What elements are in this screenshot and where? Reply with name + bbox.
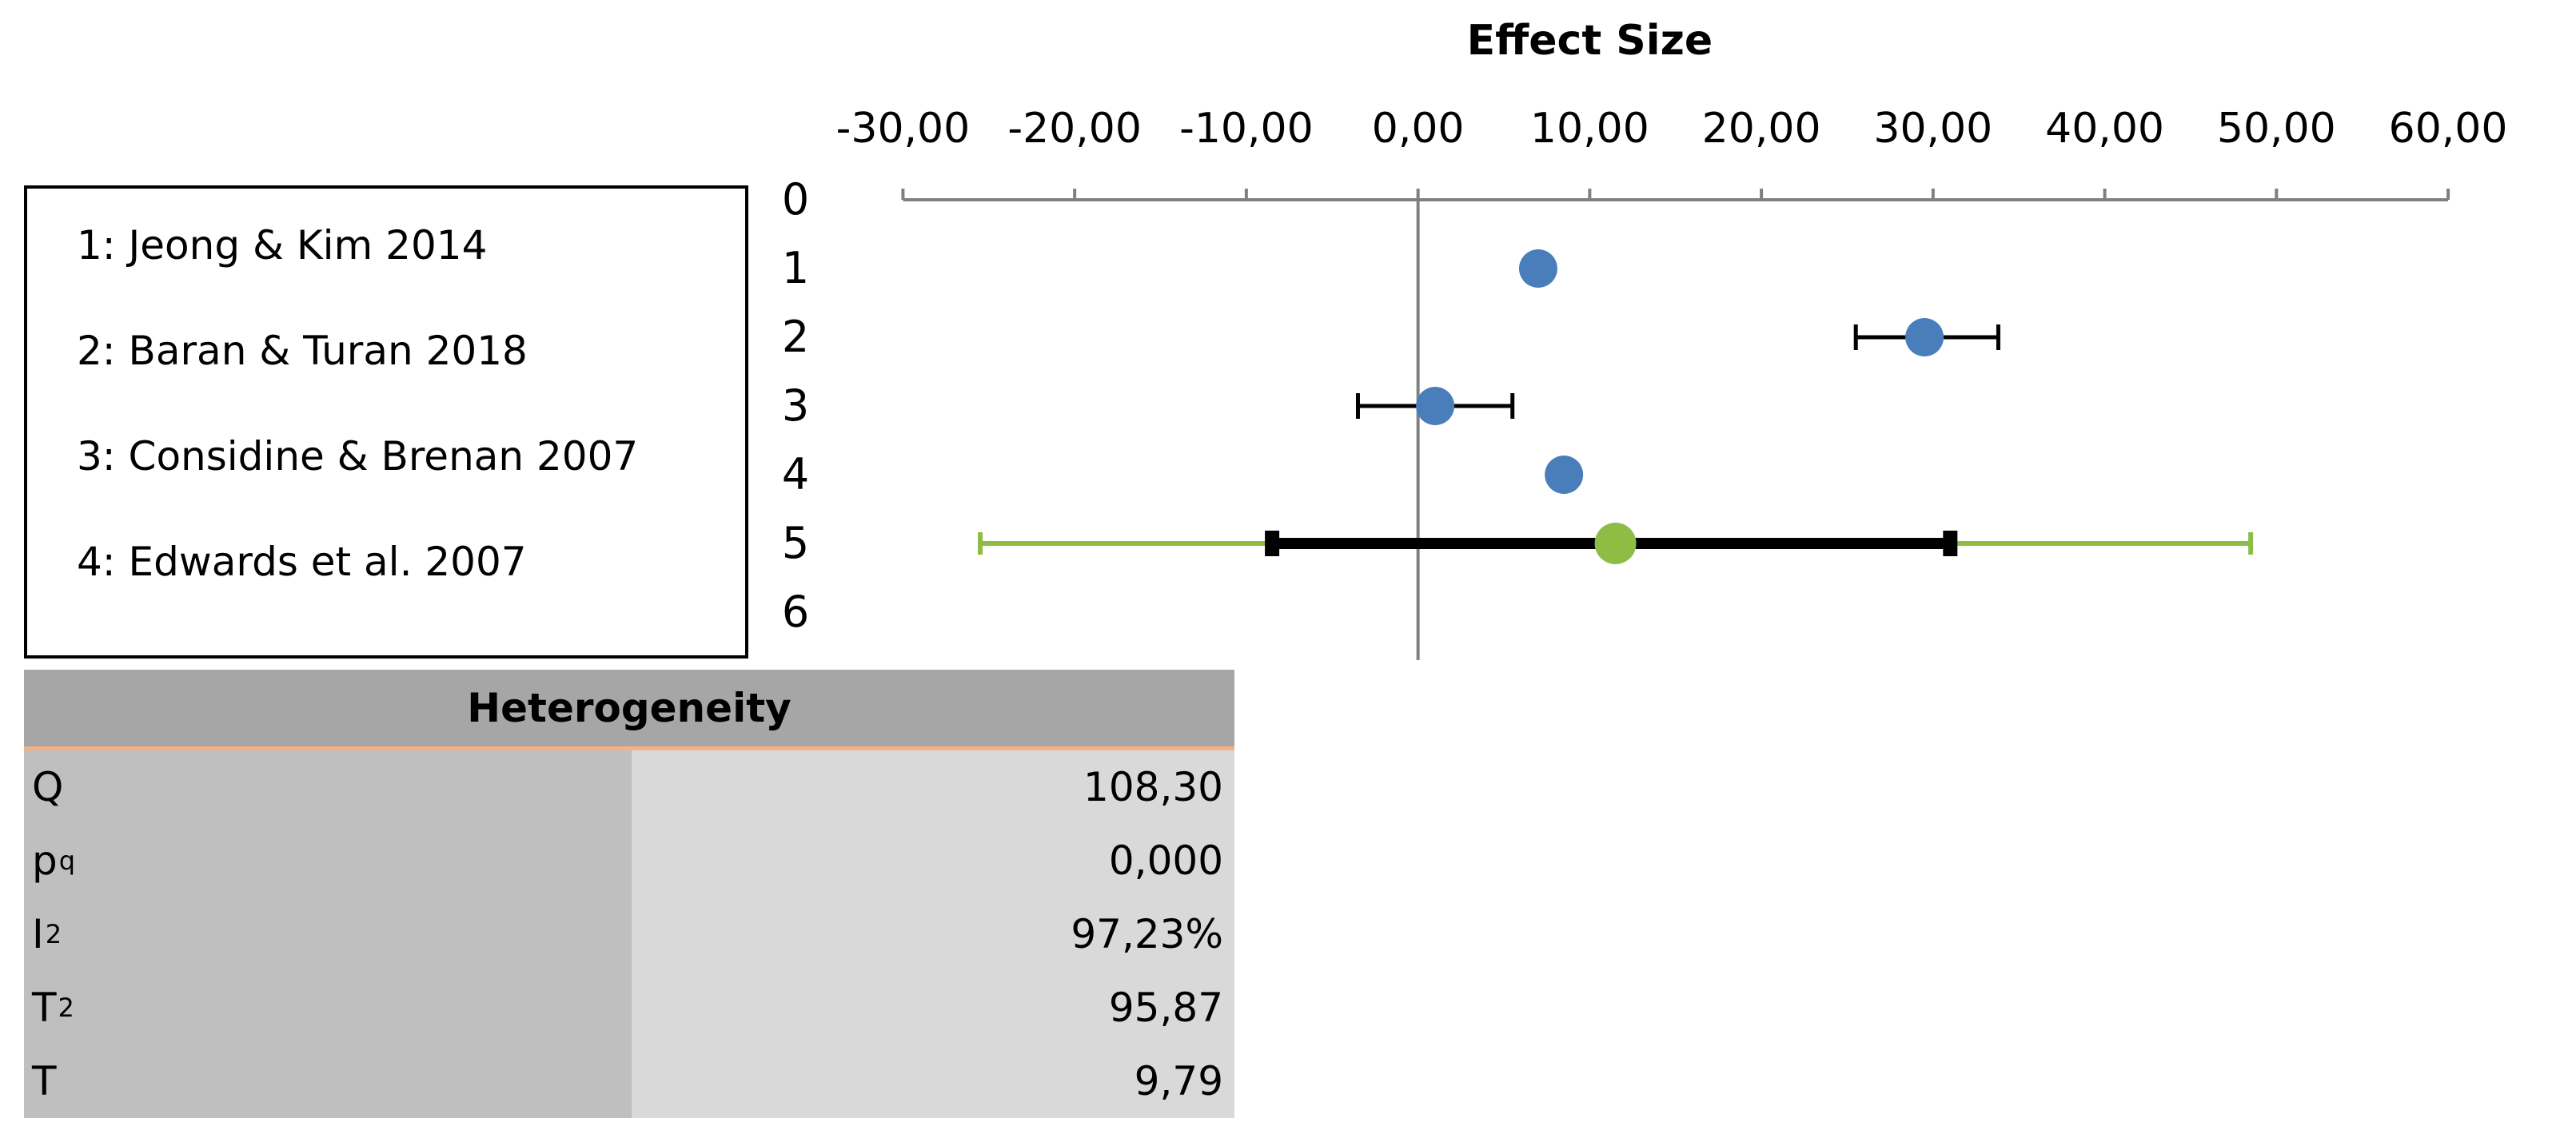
x-tick-label: 60,00	[2389, 105, 2508, 153]
study-point-2	[1905, 318, 1944, 356]
stat-value-i2: 97,23%	[632, 897, 1234, 971]
y-tick-label: 3	[782, 380, 809, 431]
legend-item-1: 1: Jeong & Kim 2014	[77, 222, 488, 269]
y-tick-label: 2	[782, 312, 809, 362]
x-tick-label: -30,00	[836, 105, 971, 153]
legend-item-3: 3: Considine & Brenan 2007	[77, 433, 639, 479]
table-row: T 9,79	[24, 1045, 1234, 1118]
x-tick-label: 10,00	[1530, 105, 1649, 153]
study-legend: 1: Jeong & Kim 2014 2: Baran & Turan 201…	[24, 185, 748, 659]
y-tick-label: 4	[782, 449, 809, 499]
chart-title: Effect Size	[1467, 17, 1713, 65]
legend-item-2: 2: Baran & Turan 2018	[77, 328, 528, 374]
stat-value-pq: 0,000	[632, 824, 1234, 897]
summary-point	[1594, 523, 1637, 564]
x-tick-label: 0,00	[1372, 105, 1465, 153]
y-tick-label: 1	[782, 243, 809, 293]
stat-value-q: 108,30	[632, 750, 1234, 824]
x-tick-label: 30,00	[1873, 105, 1992, 153]
x-tick-label: 40,00	[2045, 105, 2164, 153]
y-tick-label: 0	[782, 174, 809, 225]
stat-label-q: Q	[24, 750, 632, 824]
heterogeneity-title: Heterogeneity	[24, 670, 1234, 750]
x-tick-label: 50,00	[2217, 105, 2336, 153]
study-point-4	[1545, 456, 1584, 494]
study-point-1	[1518, 249, 1557, 288]
confidence-interval-cap-low	[1265, 531, 1280, 556]
y-tick-label: 6	[782, 587, 809, 637]
x-tick-label: -10,00	[1179, 105, 1314, 153]
x-tick-label: -20,00	[1007, 105, 1142, 153]
y-tick-label: 5	[782, 518, 809, 568]
legend-item-4: 4: Edwards et al. 2007	[77, 539, 527, 585]
stat-label-t: T	[24, 1045, 632, 1118]
table-row: Q 108,30	[24, 750, 1234, 824]
stat-value-t2: 95,87	[632, 971, 1234, 1045]
x-tick-label: 20,00	[1702, 105, 1821, 153]
study-point-3	[1416, 387, 1455, 425]
stat-value-t: 9,79	[632, 1045, 1234, 1118]
confidence-interval-cap-high	[1943, 531, 1958, 556]
